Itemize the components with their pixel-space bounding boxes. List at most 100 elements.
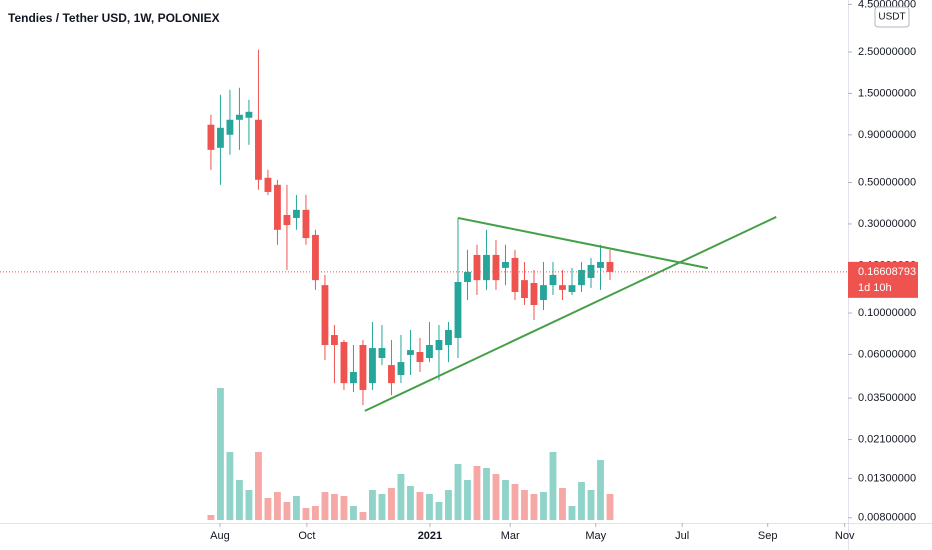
volume-bar: [454, 464, 462, 520]
volume-bar: [549, 452, 557, 520]
candle-body: [473, 254, 481, 281]
plot: 4.50000000 2.50000000 1.50000000 0.90000000…: [0, 0, 918, 542]
candle-body: [207, 124, 215, 150]
candle-body: [502, 261, 509, 268]
candle-body: [217, 127, 224, 148]
candle-body: [559, 285, 566, 290]
volume-bar: [530, 494, 538, 520]
volume-bar: [312, 506, 319, 520]
volume-bar: [606, 494, 614, 520]
volume-bar: [435, 502, 443, 520]
volume-bar: [217, 388, 224, 520]
candle-body: [350, 371, 357, 384]
volume-bar: [293, 496, 300, 520]
candle-body: [464, 271, 471, 282]
candle-body: [312, 234, 319, 281]
x-tick-label: Sep: [758, 530, 778, 542]
candle-body: [568, 285, 576, 292]
volume-bar: [416, 492, 424, 520]
volume-bar: [388, 488, 395, 520]
y-tick-label: 0.90000000: [858, 129, 916, 141]
currency-label: USDT: [878, 12, 905, 23]
y-tick-label: 0.00800000: [858, 512, 916, 524]
volume-bar: [359, 512, 367, 520]
y-tick-label: 1.50000000: [858, 87, 916, 99]
candle-body: [388, 365, 395, 384]
y-tick-label: 0.03500000: [858, 392, 916, 404]
volume-bar: [464, 480, 471, 520]
candle-body: [331, 335, 338, 345]
volume-bar: [521, 490, 528, 520]
volume-bar: [483, 468, 490, 520]
y-tick-label: 0.50000000: [858, 176, 916, 188]
volume-bar: [331, 494, 338, 520]
volume-bar: [511, 484, 519, 520]
x-tick-label: 2021: [418, 530, 442, 542]
candle-body: [226, 119, 234, 135]
candle-body: [407, 350, 414, 355]
candle-body: [378, 348, 386, 359]
x-tick-label: Nov: [835, 530, 855, 542]
candle-body: [435, 339, 443, 351]
volume-bar: [226, 452, 234, 520]
chart-title: Tendies / Tether USD, 1W, POLONIEX: [8, 11, 220, 25]
volume-bar: [255, 452, 262, 520]
candle-body: [483, 254, 490, 281]
volume-bar: [340, 496, 348, 520]
volume-bar: [369, 490, 376, 520]
volume-bar: [397, 474, 405, 520]
candle-body: [540, 285, 547, 300]
candle-body: [302, 209, 310, 239]
candle-body: [397, 362, 405, 376]
volume-bar: [207, 515, 215, 520]
candle-body: [321, 285, 329, 345]
x-tick-label: Mar: [501, 530, 520, 542]
x-tick-label: Aug: [210, 530, 230, 542]
candle-body: [236, 114, 243, 120]
candle-body: [426, 344, 433, 359]
y-tick-label: 0.06000000: [858, 348, 916, 360]
y-tick-label: 0.01300000: [858, 472, 916, 484]
y-tick-label: 0.30000000: [858, 218, 916, 230]
last-price-label: 0.16608793: [858, 266, 916, 278]
volume-bar: [283, 502, 291, 520]
volume-bar: [502, 480, 509, 520]
volume-bar: [473, 466, 481, 520]
x-tick-label: May: [585, 530, 606, 542]
candle-body: [369, 348, 376, 384]
y-tick-label: 4.50000000: [858, 0, 916, 10]
volume-bar: [350, 506, 357, 520]
volume-bar: [274, 492, 281, 520]
volume-bar: [236, 480, 243, 520]
volume-bar: [407, 486, 414, 520]
candle-body: [416, 352, 424, 363]
volume-bar: [559, 488, 566, 520]
volume-bar: [302, 508, 310, 520]
volume-bar: [587, 490, 595, 520]
candle-body: [587, 264, 595, 278]
countdown-label: 1d 10h: [858, 282, 892, 294]
volume-bar: [245, 490, 253, 520]
volume-bar: [540, 492, 547, 520]
last-price-badge: [848, 261, 918, 298]
candle-body: [445, 329, 452, 345]
candle-body: [492, 254, 500, 281]
currency-badge: [874, 6, 910, 28]
candle-body: [578, 269, 585, 286]
candle-body: [340, 342, 348, 384]
candle-body: [606, 261, 614, 272]
volume-bar: [568, 506, 576, 520]
volume-bar: [445, 490, 452, 520]
candle-body: [359, 344, 367, 390]
y-tick-label: 0.02100000: [858, 433, 916, 445]
candle-body: [293, 209, 300, 218]
candle-body: [530, 282, 538, 305]
y-tick-label: 0.10000000: [858, 307, 916, 319]
candle-body: [511, 257, 519, 292]
candle-body: [283, 214, 291, 226]
volume-bar: [492, 474, 500, 520]
x-tick-label: Oct: [298, 530, 315, 542]
candle-body: [264, 177, 272, 192]
candle-body: [255, 119, 262, 180]
